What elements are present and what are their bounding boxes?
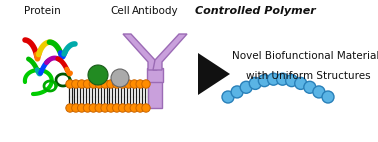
Circle shape [107, 104, 115, 112]
Text: Cell: Cell [110, 6, 130, 16]
Circle shape [113, 104, 121, 112]
Circle shape [222, 91, 234, 103]
Text: Controlled Polymer: Controlled Polymer [195, 6, 315, 16]
Circle shape [231, 86, 243, 98]
Text: Antibody: Antibody [132, 6, 178, 16]
Circle shape [118, 104, 127, 112]
Circle shape [77, 104, 86, 112]
Text: Protein: Protein [23, 6, 60, 16]
Circle shape [240, 81, 252, 93]
Circle shape [66, 80, 74, 88]
Polygon shape [198, 53, 230, 95]
Circle shape [66, 104, 74, 112]
Circle shape [142, 80, 150, 88]
Circle shape [286, 75, 297, 87]
Circle shape [83, 104, 92, 112]
Circle shape [95, 80, 104, 88]
Polygon shape [147, 68, 163, 82]
Circle shape [107, 80, 115, 88]
Circle shape [88, 65, 108, 85]
Circle shape [136, 104, 144, 112]
Circle shape [313, 86, 325, 98]
Circle shape [101, 80, 109, 88]
Circle shape [89, 104, 98, 112]
Circle shape [259, 75, 270, 87]
Circle shape [77, 80, 86, 88]
Polygon shape [123, 34, 157, 70]
Circle shape [101, 104, 109, 112]
Circle shape [136, 80, 144, 88]
Circle shape [304, 81, 316, 93]
Circle shape [322, 91, 334, 103]
Circle shape [83, 80, 92, 88]
Circle shape [118, 80, 127, 88]
Circle shape [95, 104, 104, 112]
Circle shape [72, 80, 80, 88]
Polygon shape [148, 80, 162, 108]
Polygon shape [153, 34, 187, 70]
Circle shape [277, 73, 288, 85]
Circle shape [111, 69, 129, 87]
Circle shape [124, 104, 133, 112]
Circle shape [142, 104, 150, 112]
Circle shape [113, 80, 121, 88]
Circle shape [295, 77, 307, 89]
Circle shape [124, 80, 133, 88]
Circle shape [130, 104, 138, 112]
Circle shape [72, 104, 80, 112]
Text: Novel Biofunctional Materials: Novel Biofunctional Materials [232, 51, 378, 61]
Circle shape [268, 73, 279, 85]
Text: with Uniform Structures: with Uniform Structures [246, 71, 370, 81]
Circle shape [130, 80, 138, 88]
Circle shape [89, 80, 98, 88]
Circle shape [249, 77, 261, 89]
